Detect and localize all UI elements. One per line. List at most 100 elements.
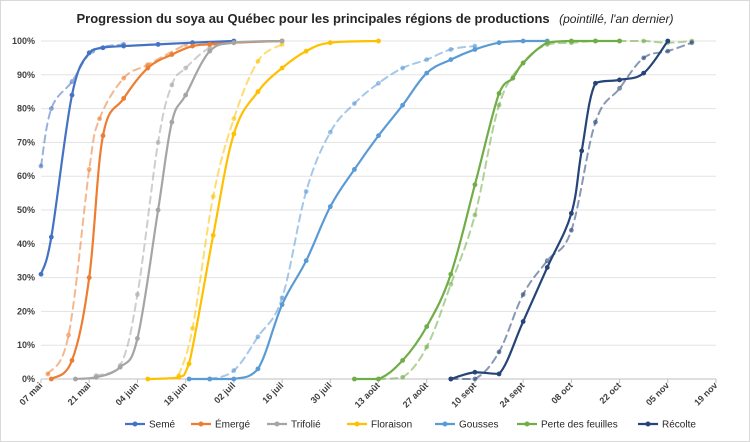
legend-item-émergé: Émergé bbox=[191, 418, 250, 431]
data-point bbox=[255, 89, 261, 95]
data-point bbox=[169, 82, 175, 88]
data-point bbox=[210, 232, 216, 238]
data-point bbox=[641, 38, 647, 44]
data-point bbox=[448, 376, 454, 382]
data-point bbox=[665, 38, 671, 44]
series-floraison-current bbox=[145, 38, 381, 382]
data-point bbox=[100, 133, 106, 139]
data-point bbox=[520, 319, 526, 324]
series-perte-des-feuilles-current bbox=[351, 38, 622, 382]
data-point bbox=[496, 102, 502, 108]
series-trifolié-previous-year bbox=[93, 40, 237, 379]
data-point bbox=[231, 368, 237, 373]
data-point bbox=[190, 40, 195, 46]
data-point bbox=[97, 116, 102, 122]
data-point bbox=[121, 75, 127, 81]
x-tick-label: 04 juin bbox=[114, 380, 141, 407]
data-point bbox=[617, 85, 622, 91]
y-axis: 0% 10% 20% 30% 40% 50% 60% 70% 80% 90% 100% bbox=[12, 36, 35, 384]
data-point bbox=[665, 48, 671, 54]
data-point bbox=[579, 148, 585, 154]
data-point bbox=[593, 119, 598, 125]
x-tick-label: 10 sept bbox=[449, 380, 478, 409]
data-point bbox=[190, 325, 195, 331]
series-récolte-current bbox=[448, 38, 671, 382]
series-gousses-previous-year bbox=[207, 43, 478, 382]
legend-item-floraison: Floraison bbox=[347, 420, 412, 431]
data-point bbox=[121, 96, 127, 101]
data-point bbox=[69, 79, 75, 84]
data-point bbox=[169, 119, 175, 125]
data-point bbox=[544, 265, 550, 270]
x-axis: 07 mai 21 mai 04 juin 18 juin 02 juil 16 juil… bbox=[18, 379, 719, 410]
data-point bbox=[69, 92, 75, 98]
data-point bbox=[279, 38, 285, 44]
data-point bbox=[424, 57, 430, 62]
series-line bbox=[39, 39, 235, 276]
legend-item-trifolié: Trifolié bbox=[267, 420, 321, 431]
data-point bbox=[231, 131, 237, 137]
data-point bbox=[520, 292, 526, 297]
series-line bbox=[95, 41, 235, 377]
gridlines bbox=[41, 40, 716, 380]
data-point bbox=[496, 349, 502, 355]
legend-item-perte-des-feuilles: Perte des feuilles bbox=[517, 420, 618, 431]
legend-marker bbox=[132, 421, 138, 427]
series-line bbox=[50, 39, 284, 381]
series-trifolié-current bbox=[73, 38, 285, 382]
x-tick-label: 13 août bbox=[353, 380, 382, 409]
data-point bbox=[520, 60, 526, 66]
legend-label: Gousses bbox=[459, 420, 498, 431]
x-tick-label: 18 juin bbox=[162, 380, 189, 407]
legend-item-semé: Semé bbox=[125, 420, 176, 431]
series-floraison-previous-year bbox=[176, 41, 285, 379]
series-group bbox=[38, 38, 695, 382]
data-point bbox=[155, 207, 161, 213]
data-point bbox=[145, 376, 151, 382]
data-point bbox=[231, 116, 237, 122]
data-point bbox=[472, 47, 478, 52]
y-tick-label: 70% bbox=[17, 137, 35, 147]
legend-marker bbox=[274, 421, 280, 427]
data-point bbox=[155, 140, 161, 145]
series-émergé-previous-year bbox=[45, 41, 189, 377]
x-tick-label: 22 oct bbox=[598, 380, 623, 405]
x-tick-label: 08 oct bbox=[549, 380, 574, 405]
data-point bbox=[303, 189, 309, 194]
data-point bbox=[617, 77, 622, 83]
series-line bbox=[46, 43, 187, 375]
y-tick-label: 10% bbox=[17, 340, 35, 350]
y-tick-label: 30% bbox=[17, 273, 35, 283]
data-point bbox=[472, 43, 478, 49]
x-tick-label: 27 août bbox=[401, 380, 430, 409]
data-point bbox=[351, 376, 357, 382]
data-point bbox=[351, 167, 357, 172]
data-point bbox=[641, 70, 647, 76]
data-point bbox=[69, 358, 75, 363]
data-point bbox=[544, 258, 550, 264]
data-point bbox=[279, 295, 285, 301]
legend-marker bbox=[524, 421, 530, 427]
data-point bbox=[176, 374, 182, 380]
data-point bbox=[520, 38, 526, 44]
data-point bbox=[207, 48, 213, 54]
x-tick-label: 16 juil bbox=[260, 380, 285, 405]
y-tick-label: 50% bbox=[17, 205, 35, 215]
data-point bbox=[327, 129, 333, 135]
data-point bbox=[255, 366, 261, 372]
data-point bbox=[472, 182, 478, 188]
data-point bbox=[510, 75, 516, 81]
data-point bbox=[448, 57, 454, 62]
legend-label: Récolte bbox=[662, 420, 696, 431]
data-point bbox=[155, 41, 161, 47]
data-point bbox=[376, 38, 381, 44]
data-point bbox=[303, 48, 309, 54]
series-line bbox=[74, 39, 284, 381]
data-point bbox=[117, 364, 123, 370]
series-semé-current bbox=[38, 38, 237, 277]
data-point bbox=[496, 40, 502, 46]
data-point bbox=[231, 376, 237, 382]
x-tick-label: 05 nov bbox=[644, 380, 671, 407]
data-point bbox=[86, 167, 92, 172]
